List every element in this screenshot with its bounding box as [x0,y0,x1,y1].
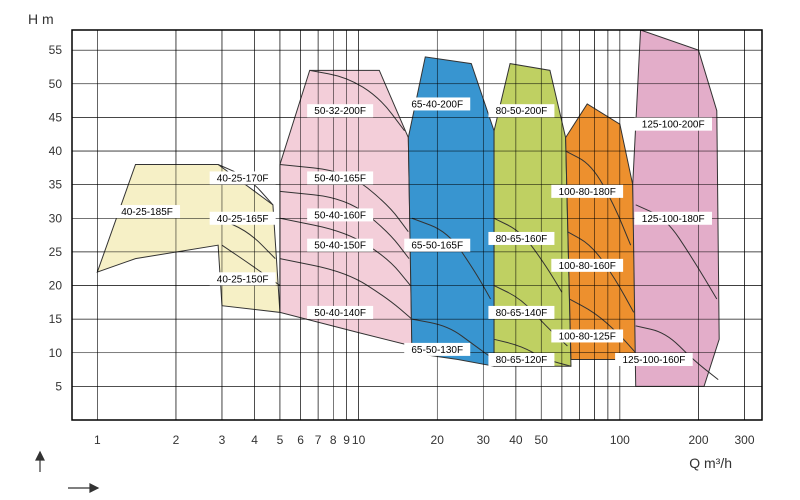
label-65-50-165F: 65-50-165F [411,241,463,252]
x-tick: 30 [477,433,491,447]
x-tick: 6 [297,433,304,447]
x-tick: 9 [343,433,350,447]
x-tick: 10 [352,433,366,447]
label-50-32-200F: 50-32-200F [314,106,366,117]
y-axis-label: H m [28,11,54,27]
label-80-65-140F: 80-65-140F [496,308,548,319]
x-tick: 7 [315,433,322,447]
x-tick: 20 [431,433,445,447]
y-tick: 15 [49,312,63,326]
label-125-100-200F: 125-100-200F [642,120,705,131]
x-tick: 200 [688,433,708,447]
x-tick: 8 [330,433,337,447]
x-tick: 300 [734,433,754,447]
label-125-100-180F: 125-100-180F [642,214,705,225]
label-40-25-185F: 40-25-185F [121,207,173,218]
label-50-40-140F: 50-40-140F [314,308,366,319]
x-tick: 50 [535,433,549,447]
label-100-80-160F: 100-80-160F [559,261,616,272]
y-tick: 10 [49,346,63,360]
y-tick: 35 [49,178,63,192]
y-tick: 20 [49,279,63,293]
y-tick: 30 [49,211,63,225]
label-65-40-200F: 65-40-200F [411,99,463,110]
y-tick: 50 [49,77,63,91]
y-tick: 40 [49,144,63,158]
x-tick: 2 [173,433,180,447]
x-tick: 5 [277,433,284,447]
x-tick: 40 [509,433,523,447]
label-40-25-165F: 40-25-165F [217,214,269,225]
label-40-25-170F: 40-25-170F [217,173,269,184]
label-100-80-180F: 100-80-180F [559,187,616,198]
label-50-40-160F: 50-40-160F [314,210,366,221]
x-tick: 1 [94,433,101,447]
label-100-80-125F: 100-80-125F [559,331,616,342]
label-50-40-150F: 50-40-150F [314,241,366,252]
label-40-25-150F: 40-25-150F [217,274,269,285]
y-tick: 45 [49,110,63,124]
label-50-40-165F: 50-40-165F [314,173,366,184]
y-tick: 5 [55,379,62,393]
label-80-65-120F: 80-65-120F [496,355,548,366]
region-125-100 [633,30,719,386]
label-80-65-160F: 80-65-160F [496,234,548,245]
label-80-50-200F: 80-50-200F [496,106,548,117]
label-125-100-160F: 125-100-160F [622,355,685,366]
y-tick: 25 [49,245,63,259]
x-tick: 4 [251,433,258,447]
y-tick: 55 [49,43,63,57]
label-65-50-130F: 65-50-130F [411,345,463,356]
pump-range-chart: 40-25-185F 40-25-170F 40-25-165F 40-25-150F… [0,0,800,500]
x-tick: 100 [610,433,630,447]
x-axis-label: Q m³/h [689,455,732,471]
x-tick: 3 [219,433,226,447]
